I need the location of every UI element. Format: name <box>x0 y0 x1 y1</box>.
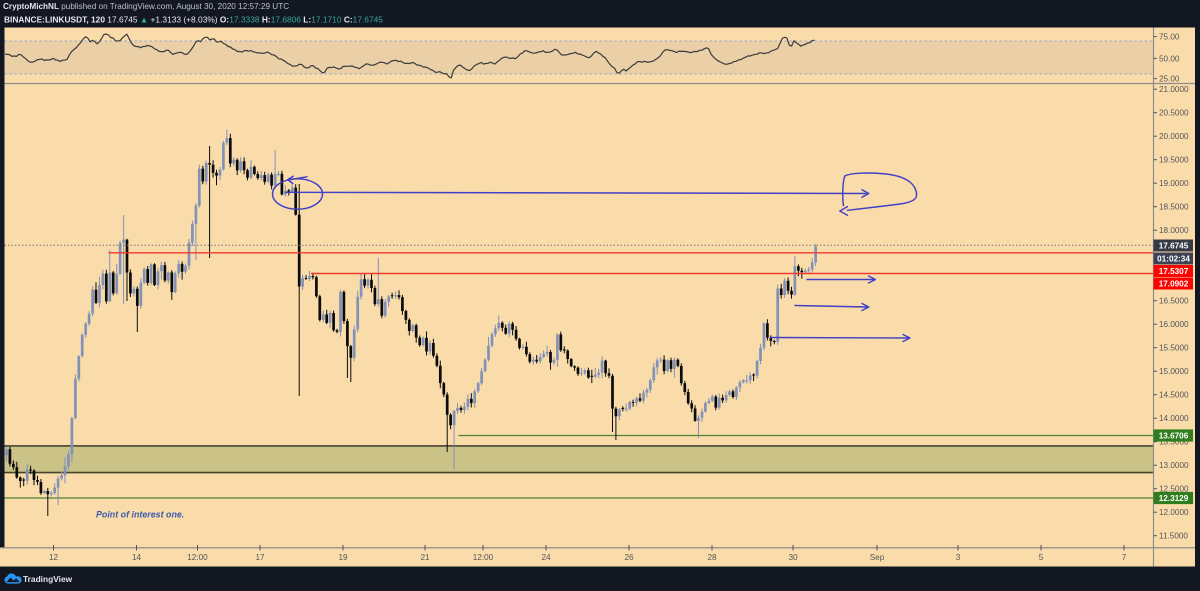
svg-text:21: 21 <box>420 553 430 562</box>
svg-text:12: 12 <box>49 553 59 562</box>
svg-text:12:00: 12:00 <box>473 553 494 562</box>
svg-text:19.0000: 19.0000 <box>1159 179 1189 188</box>
svg-text:Sep: Sep <box>870 553 885 562</box>
svg-text:20.0000: 20.0000 <box>1159 132 1189 141</box>
svg-text:14: 14 <box>132 553 142 562</box>
svg-text:24: 24 <box>541 553 551 562</box>
svg-text:18.5000: 18.5000 <box>1159 203 1189 212</box>
svg-text:7: 7 <box>1122 553 1127 562</box>
svg-text:TradingView: TradingView <box>23 574 73 584</box>
svg-text:16.5000: 16.5000 <box>1159 297 1189 306</box>
svg-text:20.5000: 20.5000 <box>1159 109 1189 118</box>
svg-text:16.0000: 16.0000 <box>1159 320 1189 329</box>
svg-text:Point of interest one.: Point of interest one. <box>96 510 184 520</box>
svg-text:18.0000: 18.0000 <box>1159 226 1189 235</box>
svg-text:17.5307: 17.5307 <box>1159 267 1189 276</box>
svg-text:CryptoMichNL published on Trad: CryptoMichNL published on TradingView.co… <box>3 2 289 11</box>
svg-text:5: 5 <box>1039 553 1044 562</box>
svg-text:11.5000: 11.5000 <box>1159 532 1188 541</box>
svg-text:21.0000: 21.0000 <box>1159 85 1189 94</box>
svg-text:12.5000: 12.5000 <box>1159 485 1189 494</box>
svg-text:12:00: 12:00 <box>187 553 208 562</box>
svg-text:14.0000: 14.0000 <box>1159 414 1189 423</box>
svg-text:19.5000: 19.5000 <box>1159 156 1189 165</box>
svg-text:3: 3 <box>956 553 961 562</box>
svg-text:13.6706: 13.6706 <box>1159 432 1189 441</box>
svg-text:75.00: 75.00 <box>1159 33 1180 42</box>
svg-text:13.0000: 13.0000 <box>1159 461 1189 470</box>
svg-text:12.0000: 12.0000 <box>1159 508 1189 517</box>
svg-text:14.5000: 14.5000 <box>1159 391 1189 400</box>
svg-text:19: 19 <box>338 553 348 562</box>
svg-text:13.5000: 13.5000 <box>1159 438 1189 447</box>
svg-text:17.0902: 17.0902 <box>1159 280 1189 289</box>
svg-text:28: 28 <box>707 553 717 562</box>
svg-text:50.00: 50.00 <box>1159 54 1180 63</box>
svg-text:01:02:34: 01:02:34 <box>1157 255 1190 264</box>
svg-text:25.00: 25.00 <box>1159 75 1180 84</box>
svg-text:17: 17 <box>255 553 265 562</box>
svg-text:12.3129: 12.3129 <box>1159 494 1189 503</box>
svg-text:30: 30 <box>788 553 798 562</box>
svg-text:15.5000: 15.5000 <box>1159 344 1189 353</box>
svg-text:26: 26 <box>624 553 634 562</box>
svg-text:17.6745: 17.6745 <box>1159 242 1189 251</box>
svg-text:15.0000: 15.0000 <box>1159 367 1189 376</box>
svg-text:BINANCE:LINKUSDT, 120 17.6745: BINANCE:LINKUSDT, 120 17.6745 ▲ +1.3133 … <box>4 15 383 25</box>
